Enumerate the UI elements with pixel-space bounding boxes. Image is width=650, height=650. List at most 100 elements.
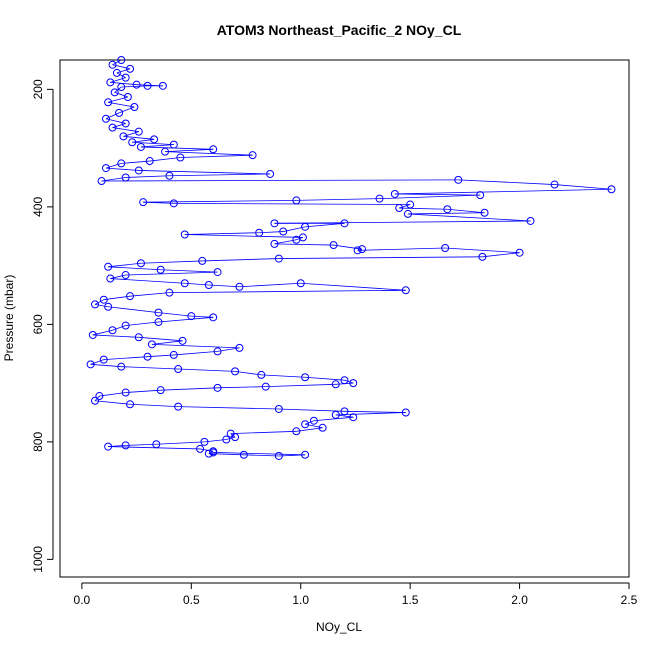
series-segment	[305, 222, 345, 228]
data-point	[235, 282, 244, 291]
data-point	[443, 205, 452, 214]
series-segment	[125, 321, 159, 326]
series-segment	[112, 59, 122, 66]
data-point	[255, 228, 264, 237]
data-point	[104, 262, 113, 271]
data-point	[161, 147, 170, 156]
data-point	[454, 175, 463, 184]
series-segment	[92, 334, 139, 338]
data-point	[292, 427, 301, 436]
series-segment	[335, 414, 354, 418]
data-point	[231, 433, 240, 442]
series-segment	[399, 204, 411, 209]
series-segment	[278, 408, 345, 412]
series-segment	[151, 340, 183, 345]
data-point	[86, 360, 95, 369]
data-point	[169, 140, 178, 149]
data-point	[174, 365, 183, 374]
series-segment	[300, 282, 406, 291]
data-point	[358, 245, 367, 254]
data-point	[406, 200, 415, 209]
data-point	[301, 373, 310, 382]
data-point	[213, 268, 222, 277]
data-point	[204, 281, 213, 290]
data-point	[119, 132, 128, 141]
series-segment	[184, 234, 303, 238]
data-point	[134, 166, 143, 175]
x-axis-label: NOy_CL	[316, 620, 362, 634]
data-point	[104, 302, 113, 311]
series-segment	[110, 278, 185, 284]
data-point	[209, 448, 218, 457]
data-point	[143, 352, 152, 361]
series-segment	[482, 252, 520, 258]
data-point	[134, 333, 143, 342]
data-point	[97, 177, 106, 186]
series-segment	[123, 131, 139, 137]
data-point	[136, 142, 145, 151]
series-segment	[114, 86, 122, 93]
series-segment	[379, 194, 481, 200]
series-segment	[110, 274, 126, 279]
data-point	[150, 135, 159, 144]
series-segment	[103, 356, 148, 361]
data-point	[121, 321, 130, 330]
series-segment	[208, 284, 240, 288]
data-series	[86, 56, 616, 460]
series-segment	[265, 383, 336, 388]
data-point	[395, 204, 404, 213]
series-segment	[180, 154, 253, 158]
data-point	[235, 343, 244, 352]
data-point	[91, 396, 100, 405]
data-point	[231, 367, 240, 376]
series-segment	[143, 200, 297, 203]
series-segment	[158, 316, 214, 323]
series-segment	[121, 366, 179, 370]
series-segment	[101, 177, 126, 182]
data-point	[353, 246, 362, 255]
data-point	[121, 119, 130, 128]
series-segment	[121, 160, 150, 164]
series-segment	[202, 258, 279, 262]
data-point	[550, 180, 559, 189]
series-segment	[94, 304, 109, 308]
y-axis: 200 400 600 800 1000	[31, 79, 54, 573]
y-axis-label: Pressure (mbar)	[2, 275, 16, 362]
x-tick-label: 1.0	[292, 593, 309, 607]
data-point	[121, 388, 130, 397]
y-tick-label: 200	[31, 79, 45, 99]
data-point	[126, 292, 135, 301]
series-segment	[305, 423, 323, 429]
data-point	[301, 450, 310, 459]
data-point	[176, 153, 185, 162]
data-point	[178, 336, 187, 345]
data-point	[130, 103, 139, 111]
data-point	[126, 400, 135, 409]
data-point	[169, 350, 178, 359]
data-point	[607, 185, 616, 194]
x-tick-label: 0.5	[183, 593, 200, 607]
series-segment	[125, 271, 218, 276]
series-segment	[213, 452, 306, 456]
data-point	[95, 392, 104, 401]
series-segment	[125, 389, 161, 393]
data-point	[401, 286, 410, 295]
series-segment	[105, 112, 120, 120]
data-point	[110, 88, 119, 97]
data-point	[296, 279, 305, 288]
series-segment	[156, 441, 205, 445]
series-segment	[160, 269, 218, 273]
data-point	[478, 252, 487, 261]
data-point	[198, 256, 207, 265]
data-point	[390, 189, 399, 198]
series-segment	[278, 256, 483, 259]
data-point	[248, 151, 257, 160]
series-segment	[243, 454, 279, 457]
data-point	[222, 435, 231, 444]
data-point	[476, 191, 485, 200]
series-segment	[394, 193, 481, 196]
series-segment	[108, 306, 159, 314]
series-segment	[110, 81, 137, 86]
series-segment	[90, 363, 122, 368]
series-segment	[445, 247, 520, 254]
